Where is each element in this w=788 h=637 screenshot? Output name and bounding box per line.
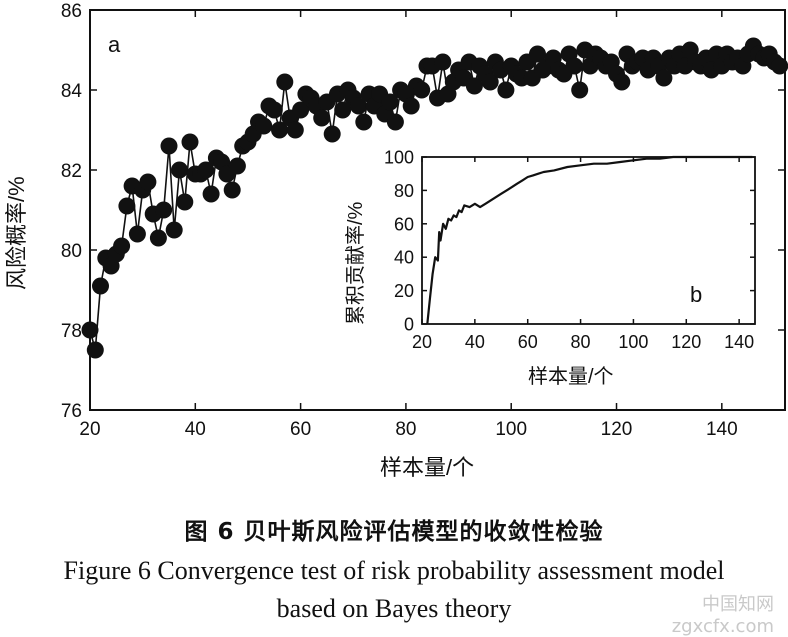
data-point [171,162,188,179]
data-point [139,174,156,191]
data-point [161,138,178,155]
x-tick-label: 80 [395,419,416,440]
x-tick-label: 100 [618,332,648,352]
data-point [413,82,430,99]
x-tick-label: 60 [518,332,538,352]
data-point [355,114,372,131]
x-tick-label: 40 [185,419,206,440]
data-point [224,182,241,199]
main-panel-label: a [108,32,121,57]
x-tick-label: 100 [495,419,527,440]
x-tick-label: 120 [671,332,701,352]
data-point [203,186,220,203]
caption-english-line1: Figure 6 Convergence test of risk probab… [0,556,788,586]
data-point [176,194,193,211]
inset-background [422,157,755,324]
data-point [155,202,172,219]
data-point [166,222,183,239]
data-point [129,226,146,243]
y-tick-label: 60 [394,214,414,234]
data-point [566,58,583,75]
data-point [118,198,135,215]
data-point [313,110,330,127]
data-point [324,126,341,143]
inset-panel-label: b [690,282,702,307]
main-xlabel: 样本量/个 [380,455,474,480]
y-tick-label: 80 [394,181,414,201]
y-tick-label: 82 [61,161,82,182]
data-point [387,114,404,131]
data-point [287,122,304,139]
data-point [255,118,272,135]
y-tick-label: 86 [61,1,82,22]
data-point [92,278,109,295]
y-tick-label: 78 [61,321,82,342]
x-tick-label: 20 [79,419,100,440]
data-point [113,238,130,255]
data-point [434,54,451,71]
figure: 20 40 60 80 100 120 140 76 78 80 82 84 86 a 样本量/个 风险… [0,0,788,510]
data-point [571,82,588,99]
y-tick-label: 80 [61,241,82,262]
x-tick-label: 60 [290,419,311,440]
main-ylabel: 风险概率/% [4,176,29,290]
data-point [266,102,283,119]
y-tick-label: 20 [394,281,414,301]
x-tick-label: 140 [724,332,754,352]
data-point [182,134,199,151]
inset-ylabel: 累积贡献率/% [344,201,367,325]
y-tick-label: 76 [61,401,82,422]
data-point [497,82,514,99]
inset-xlabel: 样本量/个 [528,365,614,388]
watermark: 中国知网 zgxcfx.com [604,590,774,624]
x-tick-label: 20 [412,332,432,352]
data-point [403,98,420,115]
y-tick-label: 40 [394,248,414,268]
data-point [150,230,167,247]
data-point [229,158,246,175]
y-tick-label: 84 [61,81,83,102]
x-tick-label: 120 [601,419,633,440]
y-tick-label: 0 [404,314,414,334]
x-tick-label: 140 [706,419,738,440]
x-tick-label: 80 [571,332,591,352]
data-point [613,74,630,91]
caption-chinese: 图 6 贝叶斯风险评估模型的收敛性检验 [0,512,788,546]
data-point [276,74,293,91]
y-tick-label: 100 [384,147,414,167]
x-tick-label: 40 [465,332,485,352]
